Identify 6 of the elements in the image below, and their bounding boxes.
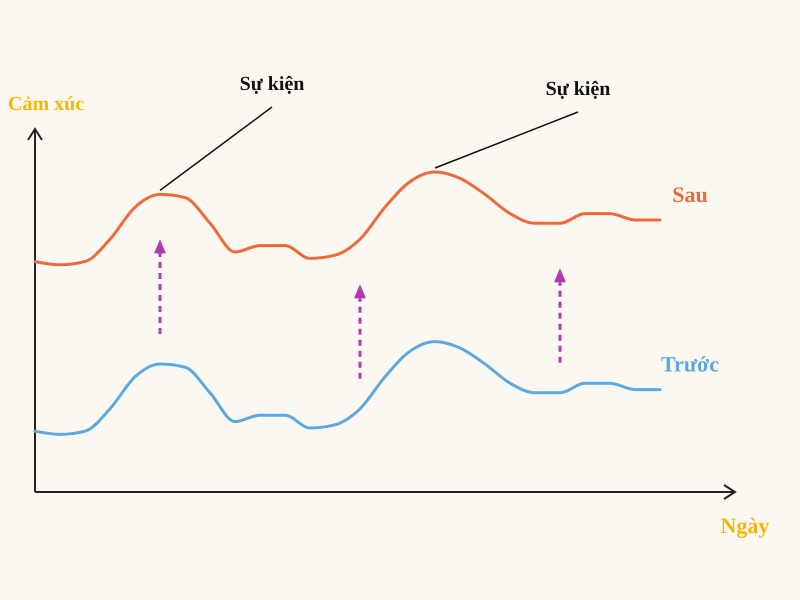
y-axis-title: Cảm xúc	[8, 93, 84, 115]
text: Sự kiện	[546, 78, 610, 100]
series-label: Sau	[672, 182, 708, 207]
series-label: Trước	[661, 352, 720, 377]
text: Sự kiện	[240, 73, 304, 95]
x-axis-title: Ngày	[720, 513, 770, 538]
